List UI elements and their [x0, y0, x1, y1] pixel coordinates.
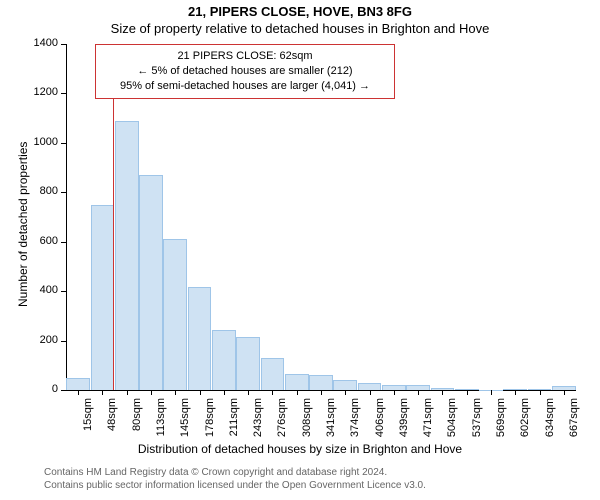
x-tick-label: 667sqm — [568, 398, 580, 442]
histogram-bar — [261, 358, 285, 390]
y-tick-mark — [61, 291, 66, 292]
x-tick-mark — [564, 390, 565, 395]
y-tick-label: 1200 — [24, 86, 58, 98]
y-tick-label: 1400 — [24, 37, 58, 49]
x-tick-mark — [127, 390, 128, 395]
x-tick-label: 504sqm — [446, 398, 458, 442]
x-tick-label: 211sqm — [228, 398, 240, 442]
x-tick-mark — [540, 390, 541, 395]
histogram-bar — [358, 383, 382, 390]
y-axis-label: Number of detached properties — [16, 142, 30, 307]
y-tick-mark — [61, 192, 66, 193]
x-tick-mark — [102, 390, 103, 395]
x-tick-label: 15sqm — [82, 398, 94, 442]
x-tick-label: 439sqm — [398, 398, 410, 442]
x-tick-mark — [248, 390, 249, 395]
info-line-smaller: ← 5% of detached houses are smaller (212… — [104, 64, 386, 79]
chart-title: 21, PIPERS CLOSE, HOVE, BN3 8FG — [0, 0, 600, 19]
histogram-bar — [212, 330, 236, 390]
histogram-bar — [91, 205, 115, 390]
x-axis-label: Distribution of detached houses by size … — [0, 442, 600, 456]
x-tick-mark — [272, 390, 273, 395]
y-tick-label: 0 — [24, 383, 58, 395]
histogram-bar — [236, 337, 260, 390]
histogram-bar — [333, 380, 357, 390]
y-tick-mark — [61, 143, 66, 144]
x-tick-mark — [151, 390, 152, 395]
x-tick-label: 48sqm — [106, 398, 118, 442]
x-tick-label: 341sqm — [325, 398, 337, 442]
x-tick-label: 113sqm — [155, 398, 167, 442]
x-tick-mark — [297, 390, 298, 395]
attribution-line2: Contains public sector information licen… — [44, 479, 426, 492]
histogram-bar — [285, 374, 309, 390]
histogram-bar — [163, 239, 187, 390]
x-tick-mark — [442, 390, 443, 395]
chart-subtitle: Size of property relative to detached ho… — [0, 19, 600, 36]
y-tick-mark — [61, 390, 66, 391]
x-tick-label: 471sqm — [422, 398, 434, 442]
y-tick-mark — [61, 242, 66, 243]
y-tick-mark — [61, 93, 66, 94]
property-info-box: 21 PIPERS CLOSE: 62sqm ← 5% of detached … — [95, 44, 395, 99]
x-tick-mark — [467, 390, 468, 395]
histogram-bar — [309, 375, 333, 390]
x-tick-mark — [321, 390, 322, 395]
info-line-larger: 95% of semi-detached houses are larger (… — [104, 79, 386, 94]
x-tick-mark — [370, 390, 371, 395]
x-tick-label: 406sqm — [374, 398, 386, 442]
histogram-bar — [115, 121, 139, 390]
x-tick-label: 374sqm — [349, 398, 361, 442]
x-tick-label: 634sqm — [544, 398, 556, 442]
x-tick-label: 537sqm — [471, 398, 483, 442]
y-tick-label: 200 — [24, 334, 58, 346]
attribution-text: Contains HM Land Registry data © Crown c… — [44, 466, 426, 492]
y-tick-mark — [61, 44, 66, 45]
x-tick-mark — [394, 390, 395, 395]
x-tick-mark — [491, 390, 492, 395]
attribution-line1: Contains HM Land Registry data © Crown c… — [44, 466, 426, 479]
x-tick-mark — [200, 390, 201, 395]
x-tick-label: 602sqm — [519, 398, 531, 442]
x-tick-label: 276sqm — [276, 398, 288, 442]
x-tick-label: 569sqm — [495, 398, 507, 442]
histogram-bar — [139, 175, 163, 390]
x-tick-mark — [418, 390, 419, 395]
x-tick-mark — [345, 390, 346, 395]
x-tick-mark — [78, 390, 79, 395]
info-line-property: 21 PIPERS CLOSE: 62sqm — [104, 49, 386, 64]
x-tick-label: 80sqm — [131, 398, 143, 442]
histogram-bar — [188, 287, 212, 390]
x-tick-mark — [515, 390, 516, 395]
x-tick-mark — [175, 390, 176, 395]
y-axis-line — [66, 44, 67, 390]
y-tick-mark — [61, 341, 66, 342]
x-tick-mark — [224, 390, 225, 395]
x-tick-label: 243sqm — [252, 398, 264, 442]
histogram-bar — [66, 378, 90, 390]
x-tick-label: 178sqm — [204, 398, 216, 442]
x-tick-label: 145sqm — [179, 398, 191, 442]
x-tick-label: 308sqm — [301, 398, 313, 442]
